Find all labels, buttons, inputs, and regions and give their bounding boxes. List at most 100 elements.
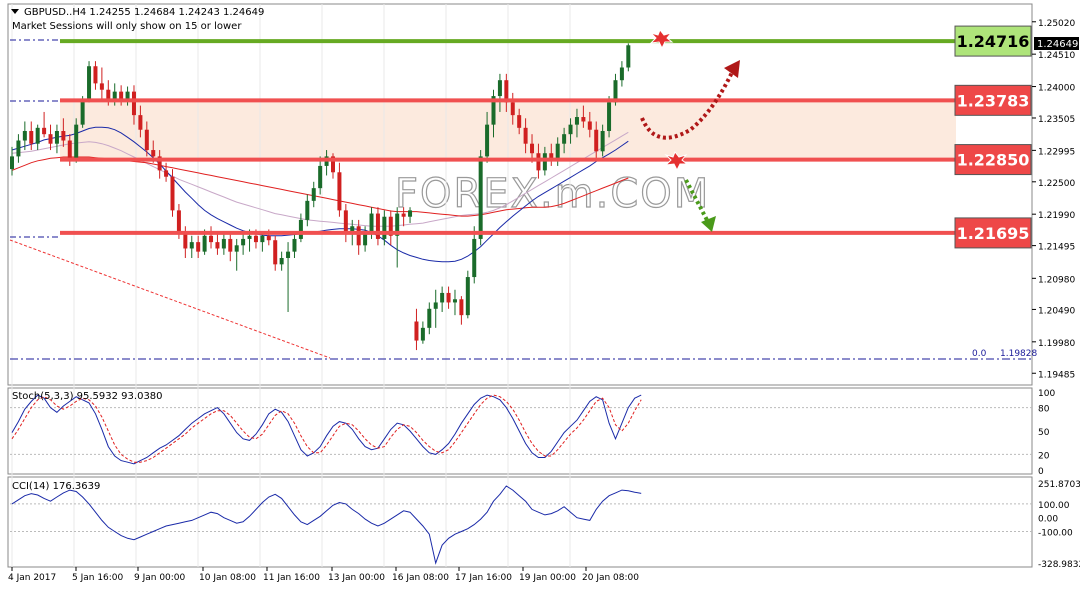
- cci-tick-label: -328.9832: [1038, 560, 1080, 570]
- candle-body: [530, 143, 535, 154]
- candle-body: [440, 292, 445, 303]
- support-1-label: 1.22850: [957, 151, 1030, 170]
- time-tick-label: 19 Jan 00:00: [519, 573, 576, 583]
- price-tick-label: 1.20980: [1038, 275, 1075, 285]
- up-arrow-path: [640, 65, 737, 140]
- price-tick-label: 1.21495: [1038, 243, 1075, 253]
- candle-body: [594, 129, 599, 152]
- candle-body: [331, 156, 335, 173]
- candle-body: [241, 238, 246, 246]
- main-panel: [7, 3, 1033, 386]
- candle-body: [626, 45, 631, 68]
- time-tick-label: 9 Jan 00:00: [134, 573, 186, 583]
- ma-slow-line: [11, 131, 629, 227]
- candle-body: [87, 66, 92, 100]
- candle-body: [125, 91, 130, 100]
- candle-body: [93, 66, 98, 84]
- price-tick-label: 1.25020: [1038, 19, 1075, 29]
- candle-body: [363, 232, 368, 246]
- retest-burst-icon: [664, 151, 689, 172]
- candle-body: [16, 140, 21, 157]
- candle-body: [80, 99, 85, 125]
- candle-body: [48, 134, 53, 144]
- candle-body: [388, 216, 393, 236]
- candle-body: [485, 124, 490, 157]
- candle-body: [478, 156, 483, 239]
- price-tick-label: 1.23505: [1038, 115, 1075, 125]
- time-tick-label: 20 Jan 08:00: [582, 573, 639, 583]
- price-tick-label: 1.22995: [1038, 147, 1075, 157]
- candle-body: [523, 127, 528, 144]
- price-tick-label: 1.19980: [1038, 339, 1075, 349]
- candle-body: [465, 277, 470, 316]
- candle-body: [112, 91, 117, 101]
- candle-body: [613, 80, 618, 103]
- down-arrow-head: [701, 216, 716, 232]
- breakout-burst-icon: [649, 29, 674, 50]
- cci-line: [11, 485, 642, 565]
- cci-tick-label: -100.00: [1038, 528, 1073, 538]
- candle-body: [170, 176, 175, 211]
- candle-body: [542, 153, 547, 171]
- price-tick-label: 1.19485: [1038, 370, 1075, 380]
- stoch-tick-label: 50: [1038, 428, 1050, 438]
- candle-body: [427, 308, 432, 328]
- candle-body: [151, 150, 156, 157]
- candle-body: [10, 156, 14, 170]
- candle-body: [35, 127, 40, 144]
- candle-body: [305, 200, 310, 220]
- candle-body: [196, 242, 201, 252]
- candle-body: [260, 235, 265, 243]
- candle-body: [131, 91, 136, 116]
- candle-body: [106, 89, 111, 101]
- candle-body: [144, 129, 149, 151]
- support-2-label: 1.21695: [957, 224, 1030, 243]
- candle-body: [395, 213, 400, 236]
- candle-body: [504, 80, 509, 103]
- support-1-box: [954, 144, 1032, 176]
- candle-body: [549, 153, 554, 160]
- candle-body: [273, 240, 278, 265]
- candle-body: [408, 210, 413, 217]
- stoch-tick-label: 20: [1038, 451, 1050, 461]
- candle-body: [581, 117, 586, 122]
- up-arrow-head: [724, 60, 740, 78]
- candle-body: [221, 238, 226, 249]
- resistance-2-box: [954, 84, 1032, 116]
- candle-body: [536, 153, 541, 171]
- candle-body: [562, 134, 567, 144]
- candle-body: [183, 231, 188, 249]
- candle-body: [42, 127, 47, 135]
- candle-body: [298, 219, 303, 239]
- candle-body: [619, 67, 624, 81]
- candle-body: [414, 321, 419, 341]
- down-arrow-path: [684, 179, 710, 223]
- time-tick-label: 13 Jan 00:00: [328, 573, 385, 583]
- current-price-box: [1034, 37, 1079, 50]
- candle-body: [247, 235, 252, 239]
- candle-body: [292, 238, 297, 252]
- candle-body: [157, 156, 162, 171]
- trend-line: [9, 239, 331, 359]
- candle-body: [189, 242, 194, 249]
- candle-body: [401, 213, 406, 217]
- symbol-line: GBPUSD..H4 1.24255 1.24684 1.24243 1.246…: [24, 7, 264, 18]
- time-tick-label: 10 Jan 08:00: [199, 573, 256, 583]
- candle-body: [286, 251, 291, 258]
- candle-body: [253, 235, 258, 243]
- cci-label: CCI(14) 176.3639: [12, 481, 100, 492]
- symbol-menu-icon[interactable]: [11, 9, 19, 14]
- price-tick-label: 1.22500: [1038, 179, 1075, 189]
- candle-body: [491, 96, 496, 125]
- stoch-main-line: [11, 394, 642, 465]
- resistance-1-label: 1.24716: [957, 32, 1030, 51]
- candle-body: [452, 299, 457, 303]
- candle-body: [74, 124, 79, 160]
- fib-zero-label: 0.0: [972, 349, 987, 359]
- candle-body: [176, 210, 181, 232]
- candle-body: [459, 299, 464, 316]
- candle-body: [164, 170, 169, 177]
- candle-body: [600, 131, 605, 152]
- price-tick-label: 1.20490: [1038, 306, 1075, 316]
- current-price-label: 1.24649: [1037, 39, 1078, 50]
